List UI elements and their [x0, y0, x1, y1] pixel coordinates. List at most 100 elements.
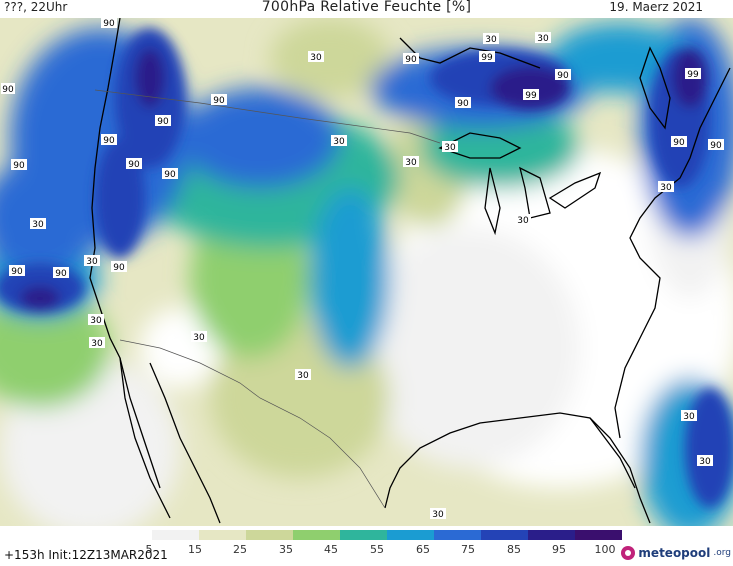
- contour-label: 30: [515, 214, 531, 226]
- svg-text:90: 90: [710, 141, 722, 151]
- header-bar: ???, 22Uhr 700hPa Relative Feuchte [%] 1…: [0, 0, 733, 18]
- svg-text:30: 30: [432, 510, 444, 520]
- contour-label: 30: [483, 33, 499, 45]
- svg-text:99: 99: [481, 53, 493, 63]
- map-title: 700hPa Relative Feuchte [%]: [261, 0, 472, 15]
- legend-swatches: [105, 530, 622, 540]
- contour-label: 90: [455, 97, 471, 109]
- color-legend: 5 15 25 35 45 55 65 75 85 95 100: [105, 530, 622, 556]
- contour-label: 90: [9, 265, 25, 277]
- brand-name: meteopool: [638, 546, 711, 560]
- svg-text:30: 30: [444, 143, 456, 153]
- legend-label: 95: [552, 543, 566, 556]
- contour-label: 30: [84, 255, 100, 267]
- humidity-map: 90 30 90 99 30 90 99 90 90 90 90 99 30 9…: [0, 18, 733, 526]
- contour-label: 90: [671, 136, 687, 148]
- contour-label: 30: [191, 331, 207, 343]
- contour-label: 90: [211, 94, 227, 106]
- legend-label: 45: [324, 543, 338, 556]
- legend-label: 100: [595, 543, 616, 556]
- contour-label: 30: [295, 369, 311, 381]
- meteopool-logo-icon: [621, 546, 636, 560]
- brand-tld: .org: [713, 548, 731, 558]
- contour-label: 30: [403, 156, 419, 168]
- svg-text:90: 90: [673, 138, 685, 148]
- svg-text:90: 90: [103, 19, 115, 29]
- contour-label: 99: [479, 51, 495, 63]
- svg-text:30: 30: [333, 137, 345, 147]
- svg-text:99: 99: [687, 70, 699, 80]
- contour-label: 30: [89, 337, 105, 349]
- legend-label: 65: [416, 543, 430, 556]
- contour-label: 90: [53, 267, 69, 279]
- contour-label: 30: [430, 508, 446, 520]
- contour-label: 90: [1, 83, 15, 95]
- legend-swatch: [575, 530, 622, 540]
- svg-text:30: 30: [86, 257, 98, 267]
- legend-swatch: [246, 530, 293, 540]
- legend-swatch: [387, 530, 434, 540]
- contour-label: 90: [555, 69, 571, 81]
- svg-text:30: 30: [310, 53, 322, 63]
- valid-date: 19. Maerz 2021: [609, 0, 703, 14]
- contour-label: 90: [111, 261, 127, 273]
- legend-label: 5: [146, 543, 153, 556]
- svg-text:90: 90: [13, 161, 25, 171]
- svg-text:90: 90: [157, 117, 169, 127]
- svg-text:30: 30: [193, 333, 205, 343]
- svg-text:90: 90: [2, 85, 14, 95]
- contour-label: 90: [403, 53, 419, 65]
- contour-label: 99: [523, 89, 539, 101]
- svg-text:30: 30: [90, 316, 102, 326]
- svg-text:30: 30: [537, 34, 549, 44]
- contour-label: 30: [308, 51, 324, 63]
- svg-text:30: 30: [405, 158, 417, 168]
- contour-label: 30: [442, 141, 458, 153]
- svg-text:30: 30: [297, 371, 309, 381]
- svg-text:90: 90: [113, 263, 125, 273]
- contour-label: 30: [88, 314, 104, 326]
- contour-value-labels: 90 30 90 99 30 90 99 90 90 90 90 99 30 9…: [1, 18, 724, 520]
- brand-logo[interactable]: meteopool .org: [621, 546, 731, 560]
- contour-label: 90: [162, 168, 178, 180]
- contour-label: 30: [331, 135, 347, 147]
- legend-swatch: [434, 530, 481, 540]
- svg-text:90: 90: [164, 170, 176, 180]
- svg-text:90: 90: [457, 99, 469, 109]
- legend-label: 35: [279, 543, 293, 556]
- legend-swatch: [105, 530, 152, 540]
- contour-label: 99: [685, 68, 701, 80]
- contour-label: 30: [697, 455, 713, 467]
- svg-text:30: 30: [699, 457, 711, 467]
- contour-label: 90: [11, 159, 27, 171]
- legend-label: 85: [507, 543, 521, 556]
- svg-text:90: 90: [128, 160, 140, 170]
- svg-text:30: 30: [683, 412, 695, 422]
- legend-swatch: [152, 530, 199, 540]
- legend-label: 75: [461, 543, 475, 556]
- svg-text:90: 90: [11, 267, 23, 277]
- contour-label: 30: [658, 181, 674, 193]
- svg-text:30: 30: [485, 35, 497, 45]
- contour-label: 90: [126, 158, 142, 170]
- svg-text:90: 90: [213, 96, 225, 106]
- svg-text:99: 99: [525, 91, 537, 101]
- coastlines: [89, 18, 731, 524]
- legend-label: 55: [370, 543, 384, 556]
- legend-swatch: [481, 530, 528, 540]
- humidity-fields: [0, 18, 733, 526]
- legend-swatch: [293, 530, 340, 540]
- contour-label: 90: [708, 139, 724, 151]
- contour-label: 90: [101, 18, 117, 29]
- footer-bar: 5 15 25 35 45 55 65 75 85 95 100 +153h I…: [0, 526, 733, 566]
- contour-label: 30: [681, 410, 697, 422]
- legend-label: 25: [233, 543, 247, 556]
- contour-label: 30: [535, 32, 551, 44]
- svg-text:30: 30: [660, 183, 672, 193]
- legend-swatch: [199, 530, 246, 540]
- forecast-day-label: ???, 22Uhr: [4, 0, 68, 14]
- borders: [94, 89, 441, 509]
- contour-label: 90: [155, 115, 171, 127]
- legend-swatch: [340, 530, 387, 540]
- svg-text:90: 90: [103, 136, 115, 146]
